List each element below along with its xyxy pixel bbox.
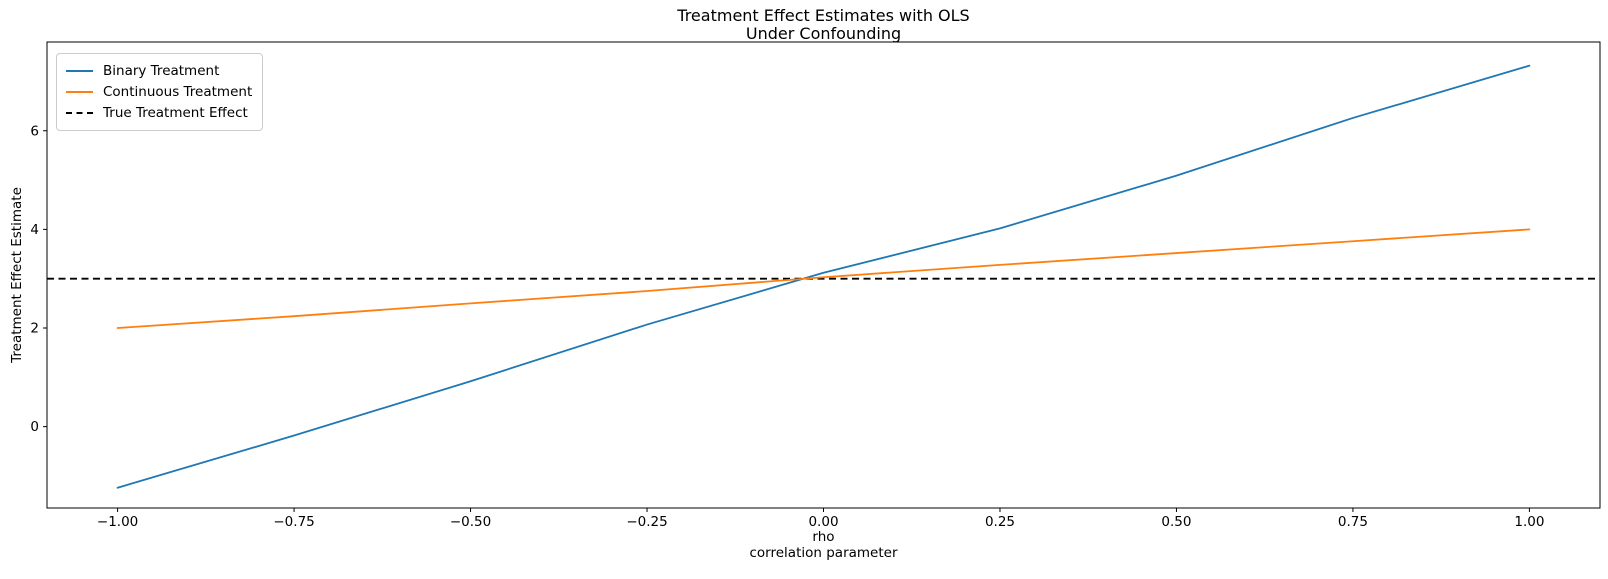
y-tick-label: 6 — [30, 123, 39, 139]
y-axis-label: Treatment Effect Estimate — [9, 187, 25, 363]
legend-line-sample-orange — [66, 90, 93, 93]
chart-title-line-2: Under Confounding — [745, 24, 902, 43]
x-tick-label: −1.00 — [97, 514, 138, 530]
y-tick-label: 0 — [30, 419, 39, 435]
legend-label: Continuous Treatment — [103, 83, 253, 100]
x-tick-label: −0.75 — [273, 514, 314, 530]
x-axis-label: rho correlation parameter — [47, 529, 1600, 561]
y-tick-label: 2 — [30, 321, 39, 337]
legend-line-sample-blue — [66, 69, 93, 72]
x-tick-label: 0.25 — [985, 514, 1015, 530]
x-tick-label: 1.00 — [1514, 514, 1544, 530]
legend-label: Binary Treatment — [103, 62, 220, 79]
x-axis-label-line-2: correlation parameter — [749, 545, 898, 561]
x-tick-label: 0.50 — [1161, 514, 1191, 530]
chart-title-line-1: Treatment Effect Estimates with OLS — [677, 6, 970, 25]
series-line-binary-treatment — [116, 64, 1531, 489]
legend-item-continuous-treatment: Continuous Treatment — [66, 81, 252, 102]
x-tick-label: 0.00 — [808, 514, 838, 530]
series-line-continuous-treatment — [116, 228, 1531, 329]
legend: Binary Treatment Continuous Treatment Tr… — [56, 53, 264, 131]
x-axis-label-line-1: rho — [812, 529, 835, 545]
legend-item-binary-treatment: Binary Treatment — [66, 60, 252, 81]
x-tick-label: −0.50 — [450, 514, 491, 530]
plot-border — [46, 41, 1601, 509]
x-tick-label: 0.75 — [1338, 514, 1368, 530]
y-tick-label: 4 — [30, 222, 39, 238]
x-tick-label: −0.25 — [626, 514, 667, 530]
legend-label: True Treatment Effect — [103, 104, 248, 121]
legend-line-sample-dashed — [66, 111, 93, 114]
legend-item-true-treatment-effect: True Treatment Effect — [66, 102, 252, 123]
chart-title: Treatment Effect Estimates with OLS Unde… — [47, 7, 1600, 43]
